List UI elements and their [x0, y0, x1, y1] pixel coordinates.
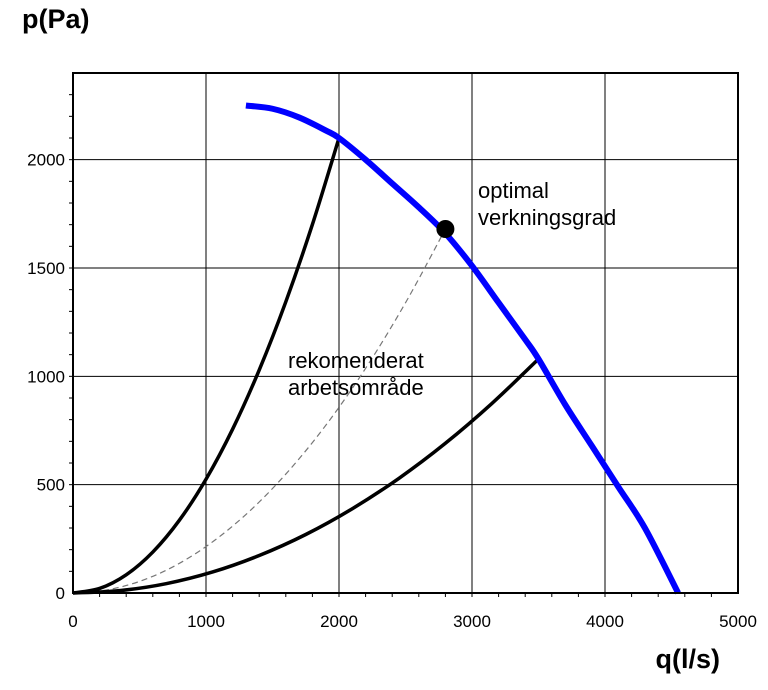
y-tick-label: 2000 — [27, 151, 65, 170]
system-curve-upper-line — [72, 137, 341, 595]
grid — [73, 73, 738, 593]
annotation-optimal-line-1: optimal — [478, 178, 549, 203]
annotation-optimal-line-2: verkningsgrad — [478, 205, 616, 230]
x-tick-label: 0 — [68, 612, 77, 631]
x-tick-label: 4000 — [586, 612, 624, 631]
y-tick-label: 500 — [37, 476, 65, 495]
x-tick-label: 2000 — [320, 612, 358, 631]
tick-labels: 0 1000 2000 3000 4000 5000 0 500 1000 1500 2000 — [27, 151, 757, 631]
x-tick-label: 5000 — [719, 612, 757, 631]
x-axis-title: q(l/s) — [656, 644, 721, 674]
x-tick-label: 1000 — [187, 612, 225, 631]
y-axis-title: p(Pa) — [22, 4, 90, 34]
optimal-efficiency-dashed-line — [72, 228, 446, 594]
fan-curve-line — [245, 102, 681, 595]
x-tick-label: 3000 — [453, 612, 491, 631]
annotation-working-range-line-2: arbetsområde — [288, 375, 424, 400]
optimal-efficiency-point — [436, 220, 455, 238]
y-tick-label: 0 — [56, 584, 65, 603]
annotation-working-range: rekomenderat arbetsområde — [288, 348, 430, 400]
plot-frame — [72, 72, 739, 594]
system-curve-lower-line — [72, 357, 540, 595]
annotation-working-range-line-1: rekomenderat — [288, 348, 424, 373]
y-tick-label: 1000 — [27, 367, 65, 386]
y-tick-label: 1500 — [27, 259, 65, 278]
points-layer — [436, 220, 455, 238]
annotation-optimal: optimal verkningsgrad — [478, 178, 616, 230]
series-layer — [72, 102, 681, 595]
